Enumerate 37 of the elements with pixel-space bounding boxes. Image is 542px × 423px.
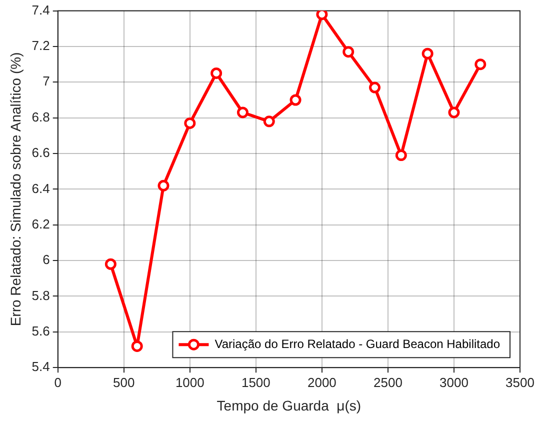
point xyxy=(290,94,302,106)
y-tick-label: 6.2 xyxy=(32,216,50,232)
x-tick-label: 1000 xyxy=(175,374,204,390)
y-tick-label: 5.4 xyxy=(32,359,50,374)
y-tick-label: 6.4 xyxy=(32,180,50,196)
x-tick-label: 1500 xyxy=(241,374,270,390)
y-tick-label: 6.6 xyxy=(32,145,50,160)
point xyxy=(210,67,222,79)
x-tick-label: 3500 xyxy=(506,374,534,390)
point xyxy=(131,340,143,352)
point xyxy=(316,10,328,20)
y-tick-label: 6.8 xyxy=(32,109,50,124)
point xyxy=(448,106,460,118)
point xyxy=(104,258,116,270)
point xyxy=(422,48,434,60)
point xyxy=(342,46,354,58)
point xyxy=(369,82,381,94)
x-tick-label: 2000 xyxy=(307,374,336,390)
y-tick-label: 7.2 xyxy=(32,38,50,54)
point xyxy=(158,180,170,192)
x-tick-label: 500 xyxy=(113,374,135,390)
point xyxy=(395,150,407,162)
y-tick-label: 6 xyxy=(42,252,50,268)
legend-label: Variação do Erro Relatado - Guard Beacon Habilitado xyxy=(214,336,500,351)
y-tick-label: 5.8 xyxy=(32,288,50,303)
x-tick-label: 0 xyxy=(54,374,62,390)
y-tick-label: 7.4 xyxy=(32,2,50,18)
point xyxy=(184,117,196,129)
point xyxy=(263,116,275,128)
y-tick-label: 7 xyxy=(42,74,50,89)
y-tick-label: 5.6 xyxy=(32,324,50,338)
x-axis-title: Tempo de Guarda μ(s) xyxy=(216,397,362,414)
point xyxy=(474,58,486,70)
y-axis-title: Erro Relatado: Simulado sobre Analítico (%) xyxy=(7,52,24,326)
x-tick-label: 2500 xyxy=(374,374,402,390)
x-tick-label: 3000 xyxy=(440,374,468,390)
point xyxy=(236,106,248,118)
